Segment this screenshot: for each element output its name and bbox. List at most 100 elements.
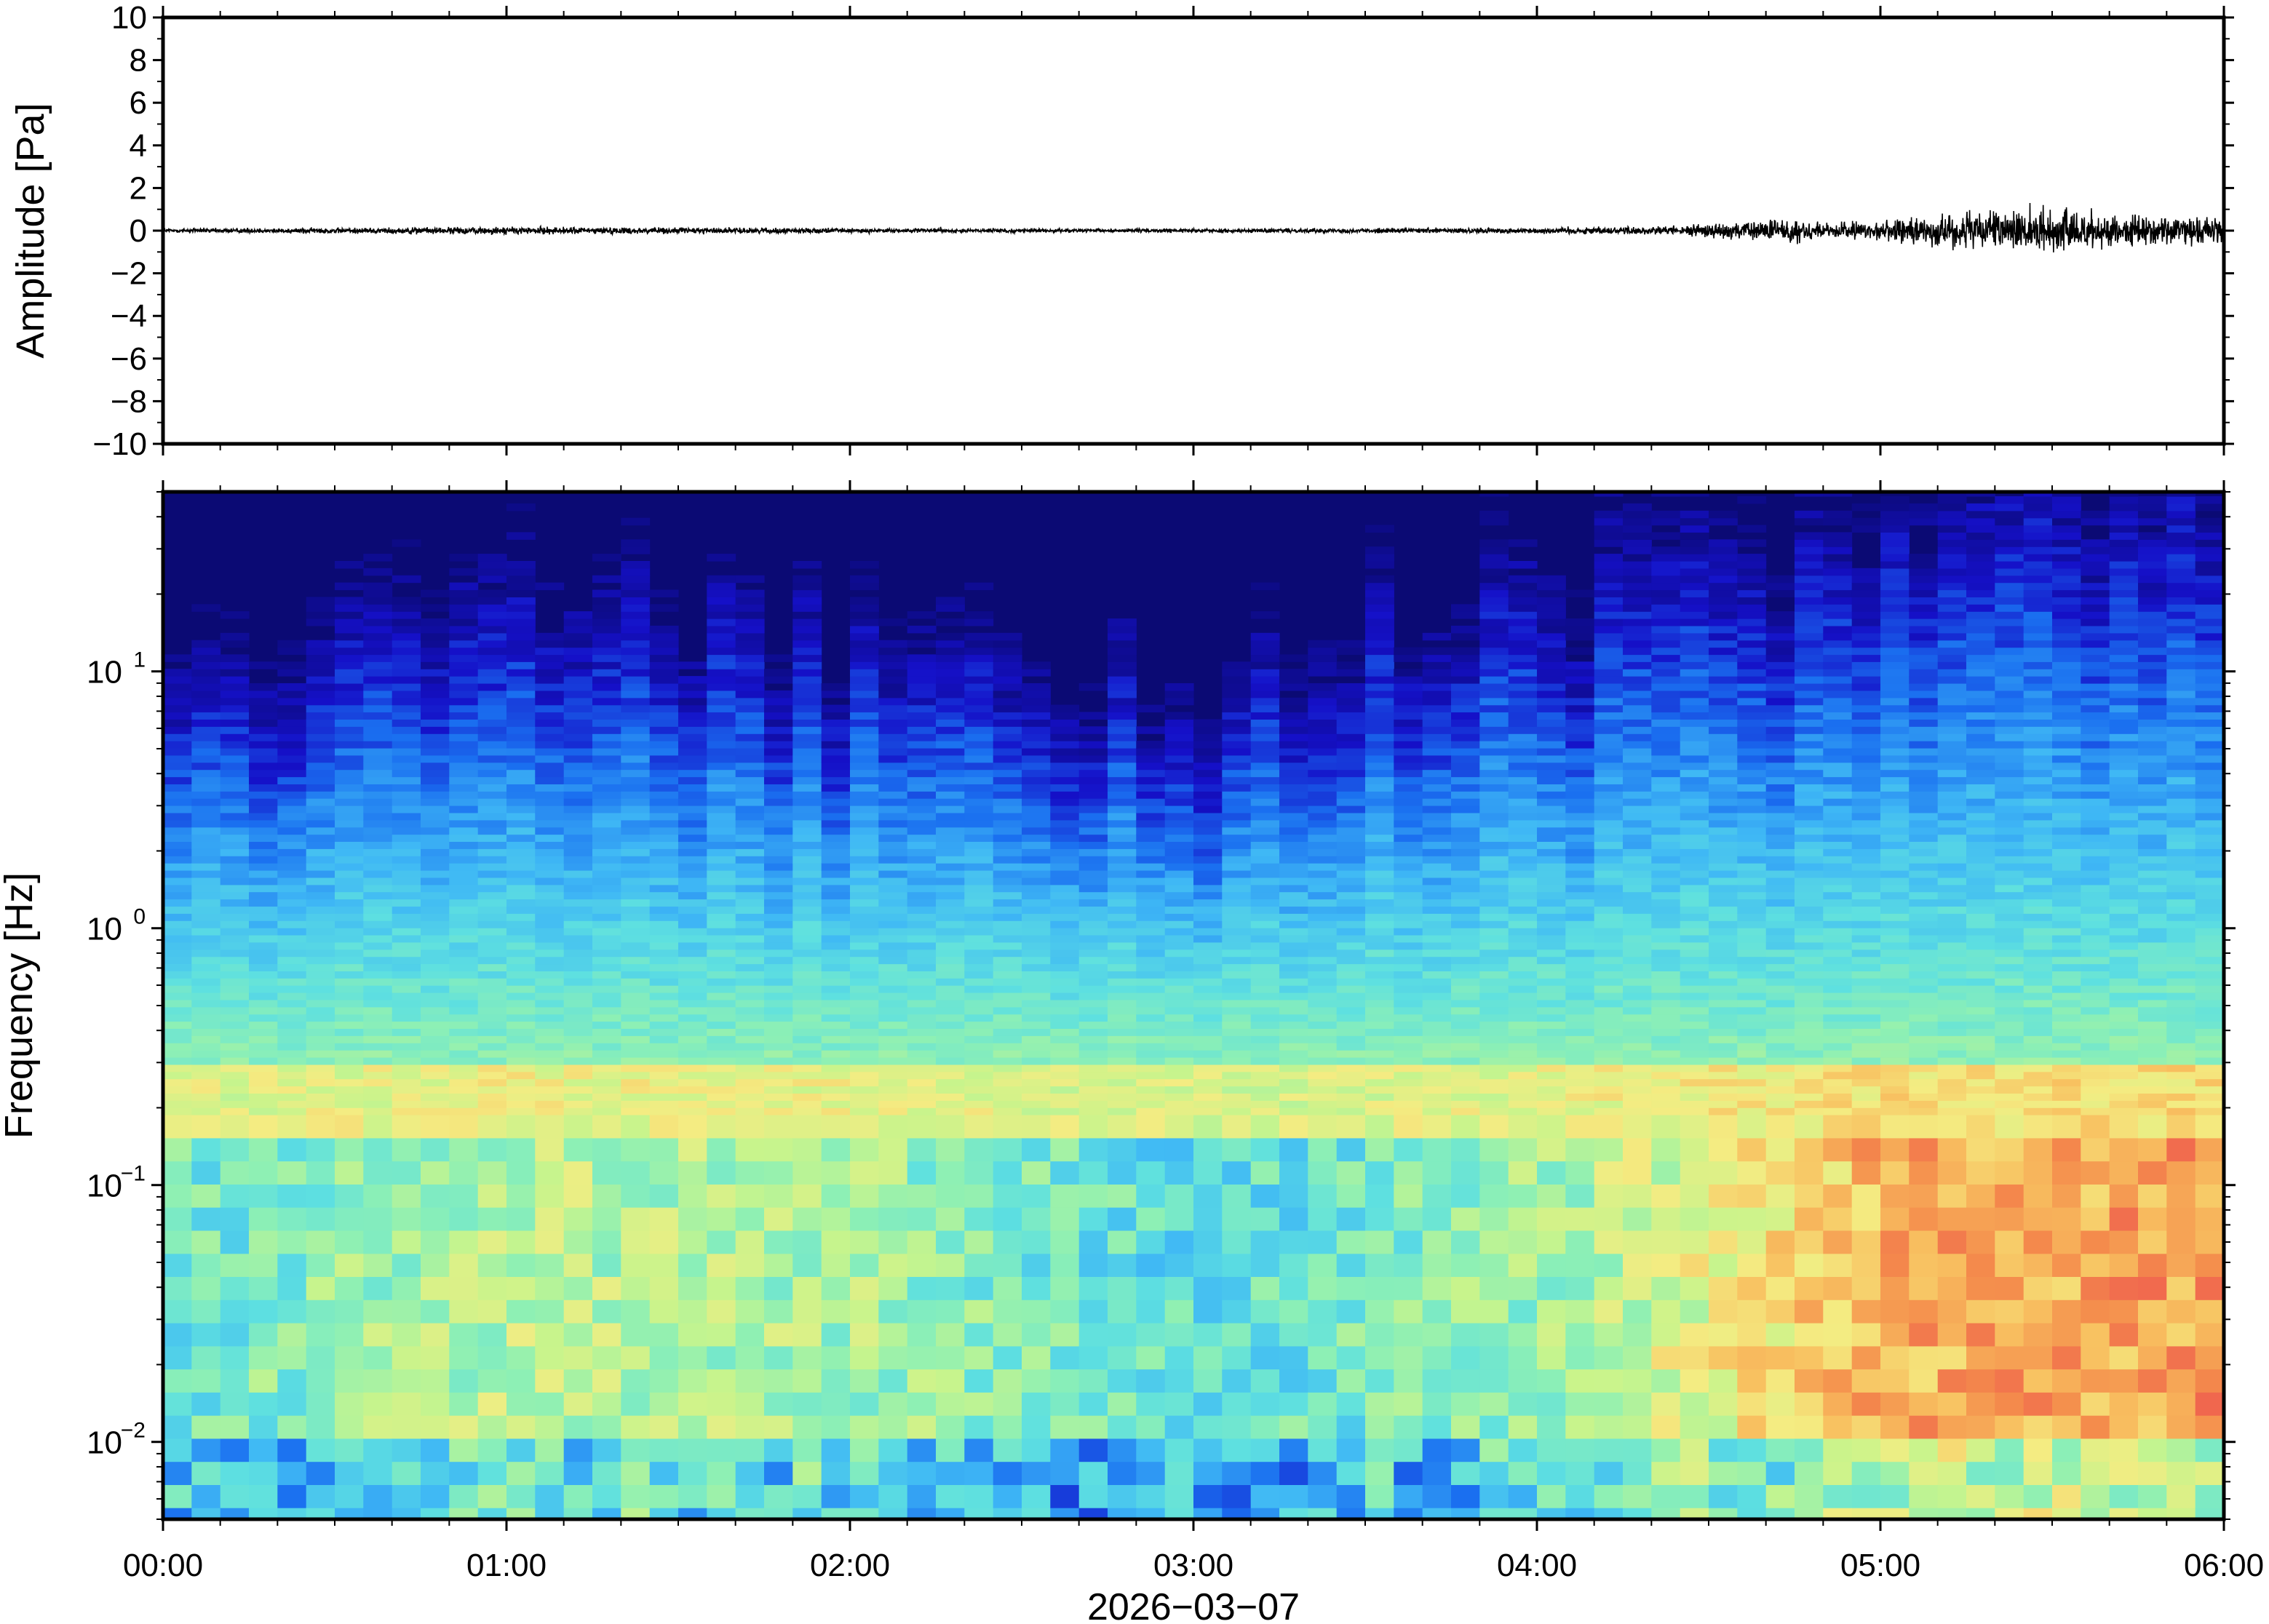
spectrogram-cell bbox=[220, 1484, 250, 1508]
spectrogram-cell bbox=[1164, 733, 1194, 741]
spectrogram-cell bbox=[964, 848, 994, 856]
spectrogram-cell bbox=[678, 1438, 707, 1462]
spectrogram-cell bbox=[1709, 690, 1738, 698]
spectrogram-cell bbox=[592, 899, 621, 907]
spectrogram-cell bbox=[1479, 1461, 1509, 1485]
spectrogram-cell bbox=[363, 1021, 393, 1029]
spectrogram-cell bbox=[1394, 1078, 1423, 1087]
spectrogram-cell bbox=[621, 1021, 651, 1029]
spectrogram-cell bbox=[1422, 942, 1452, 950]
spectrogram-cell bbox=[220, 812, 250, 821]
spectrogram-cell bbox=[707, 827, 736, 835]
spectrogram-cell bbox=[1594, 906, 1624, 914]
spectrogram-cell bbox=[1508, 956, 1538, 965]
spectrogram-cell bbox=[1651, 1050, 1681, 1058]
spectrogram-cell bbox=[621, 1086, 651, 1094]
spectrogram-cell bbox=[1565, 1043, 1595, 1051]
spectrogram-cell bbox=[993, 1415, 1022, 1439]
spectrogram-cell bbox=[1623, 532, 1652, 540]
spectrogram-cell bbox=[649, 928, 679, 936]
spectrogram-cell bbox=[592, 647, 621, 656]
spectrogram-cell bbox=[678, 1006, 707, 1015]
spectrogram-cell bbox=[936, 1078, 965, 1087]
spectrogram-cell bbox=[1164, 1438, 1194, 1462]
spectrogram-cell bbox=[449, 1392, 479, 1416]
spectrogram-cell bbox=[1078, 928, 1108, 936]
spectrogram-cell bbox=[821, 1093, 851, 1101]
spectrogram-cell bbox=[1365, 1014, 1394, 1022]
spectrogram-cell bbox=[392, 949, 421, 958]
spectrogram-cell bbox=[1365, 805, 1394, 813]
spectrogram-cell bbox=[1422, 906, 1452, 914]
spectrogram-cell bbox=[392, 798, 421, 806]
spectrogram-cell bbox=[1594, 798, 1624, 806]
spectrogram-cell bbox=[163, 999, 192, 1008]
spectrogram-cell bbox=[220, 1508, 250, 1519]
spectrogram-cell bbox=[936, 992, 965, 1000]
spectrogram-cell bbox=[936, 1276, 965, 1300]
spectrogram-cell bbox=[306, 1021, 335, 1029]
spectrogram-cell bbox=[735, 856, 765, 864]
spectrogram-cell bbox=[1680, 1057, 1709, 1065]
spectrogram-cell bbox=[1565, 1253, 1595, 1277]
spectrogram-cell bbox=[449, 647, 479, 656]
spectrogram-cell bbox=[191, 719, 221, 727]
spectrogram-cell bbox=[735, 1392, 765, 1416]
spectrogram-cell bbox=[936, 762, 965, 771]
spectrogram-cell bbox=[1422, 971, 1452, 979]
spectrogram-cell bbox=[1479, 1035, 1509, 1043]
spectrogram-cell bbox=[1308, 669, 1338, 677]
spectrogram-cell bbox=[1365, 712, 1394, 720]
spectrogram-cell bbox=[907, 625, 937, 634]
spectrogram-cell bbox=[907, 1392, 937, 1416]
spectrogram-cell bbox=[764, 741, 793, 749]
spectrogram-cell bbox=[907, 1461, 937, 1485]
spectrogram-cell bbox=[1709, 1276, 1738, 1300]
spectrogram-cell bbox=[1479, 884, 1509, 893]
spectrogram-cell bbox=[1308, 1100, 1338, 1108]
spectrogram-cell bbox=[1680, 618, 1709, 626]
spectrogram-cell bbox=[392, 784, 421, 792]
spectrogram-cell bbox=[592, 676, 621, 684]
spectrogram-cell bbox=[936, 669, 965, 677]
spectrogram-cell bbox=[592, 554, 621, 562]
spectrogram-cell bbox=[1594, 532, 1624, 540]
spectrogram-cell bbox=[964, 992, 994, 1000]
spectrogram-cell bbox=[792, 1093, 822, 1101]
spectrogram-cell bbox=[335, 1100, 364, 1108]
spectrogram-cell bbox=[1709, 1484, 1738, 1508]
spectrogram-cell bbox=[964, 928, 994, 936]
spectrogram-cell bbox=[1451, 928, 1480, 936]
spectrogram-cell bbox=[506, 1438, 536, 1462]
spectrogram-cell bbox=[1680, 906, 1709, 914]
spectrogram-cell bbox=[592, 949, 621, 958]
spectrogram-cell bbox=[1651, 1184, 1681, 1208]
spectrogram-cell bbox=[1308, 834, 1338, 842]
spectrogram-cell bbox=[649, 949, 679, 958]
spectrogram-cell bbox=[335, 1323, 364, 1347]
spectrogram-cell bbox=[1508, 877, 1538, 885]
spectrogram-cell bbox=[1250, 985, 1280, 993]
spectrogram-cell bbox=[1108, 625, 1137, 634]
spectrogram-cell bbox=[1394, 755, 1423, 763]
spectrogram-cell bbox=[850, 798, 879, 806]
spectrogram-cell bbox=[421, 1093, 450, 1101]
spectrogram-cell bbox=[1623, 805, 1652, 813]
spectrogram-cell bbox=[592, 784, 621, 792]
spectrogram-cell bbox=[1537, 1057, 1566, 1065]
spectrogram-cell bbox=[1709, 985, 1738, 993]
spectrogram-cell bbox=[421, 1050, 450, 1058]
spectrogram-cell bbox=[792, 877, 822, 885]
spectrogram-cell bbox=[421, 906, 450, 914]
spectrogram-cell bbox=[792, 769, 822, 778]
spectrogram-cell bbox=[878, 1115, 908, 1139]
spectrogram-cell bbox=[1365, 1508, 1394, 1519]
spectrogram-cell bbox=[1394, 1392, 1423, 1416]
spectrogram-cell bbox=[449, 784, 479, 792]
spectrogram-cell bbox=[506, 899, 536, 907]
spectrogram-cell bbox=[220, 683, 250, 691]
spectrogram-cell bbox=[792, 805, 822, 813]
spectrogram-cell bbox=[1537, 769, 1566, 778]
spectrogram-cell bbox=[506, 848, 536, 856]
spectrogram-cell bbox=[1394, 1050, 1423, 1058]
